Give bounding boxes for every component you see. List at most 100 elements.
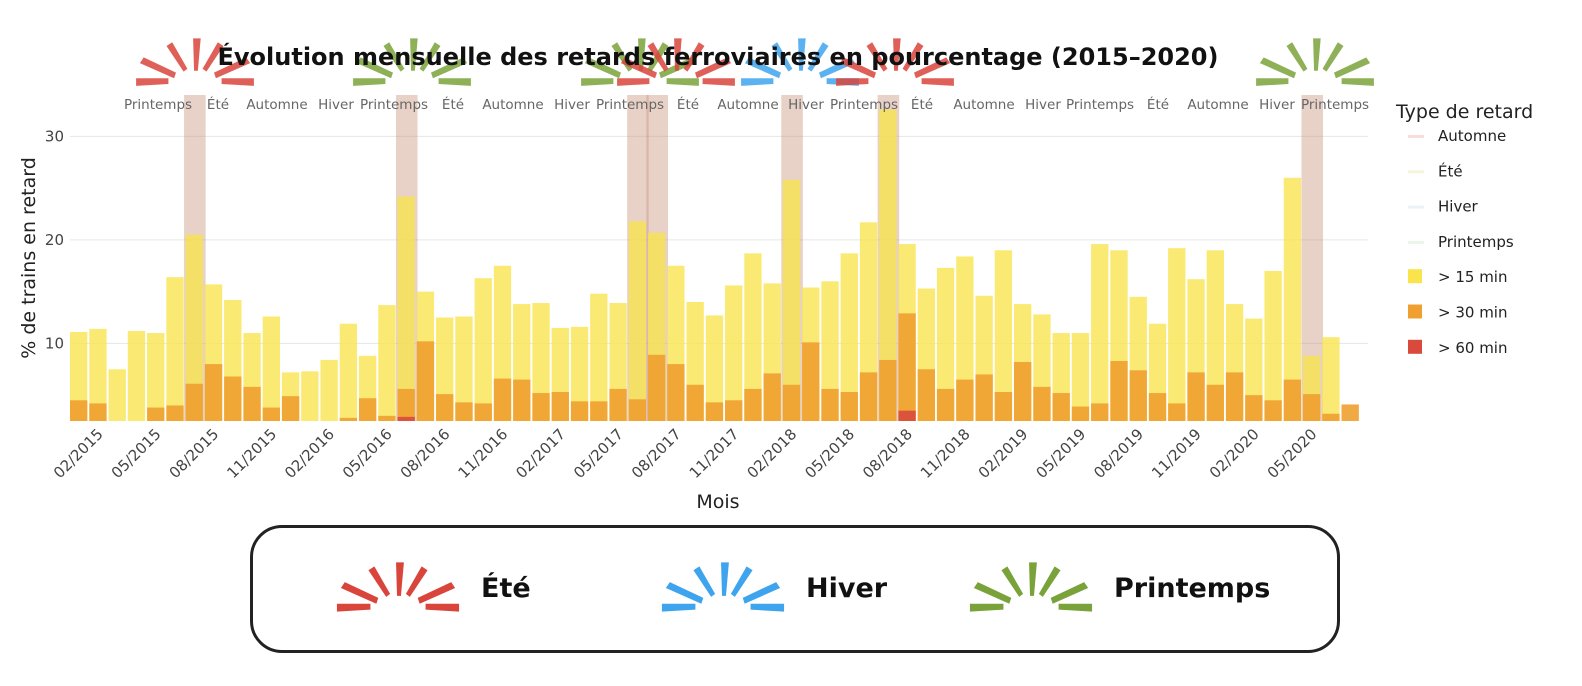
bar [705,402,724,421]
season-label: Hiver [788,97,824,113]
legend-swatch [1408,135,1424,138]
season-label: Automne [246,97,307,113]
season-label: Printemps [360,97,428,113]
season-label: Automne [717,97,778,113]
highlight-band [1301,95,1324,421]
bar [262,316,280,421]
season-label: Hiver [1259,97,1295,113]
legend: Type de retard Automne Été Hiver Printemps >… [1395,101,1533,357]
season-label: Automne [953,97,1014,113]
bar [859,372,878,421]
bar [782,179,801,421]
season-label: Hiver [554,97,590,113]
season-key-ete: Été [333,548,531,628]
x-tick-label: 02/2020 [1206,425,1263,482]
season-label: Hiver [318,97,354,113]
bar [667,364,685,421]
bar [493,378,512,421]
bar [416,341,435,421]
x-tick-label: 05/2015 [108,425,165,482]
x-tick-label: 11/2019 [1148,425,1205,482]
bars [70,109,1359,421]
bar [590,293,608,421]
bar [956,379,974,421]
bar [474,278,492,421]
bar [166,277,184,421]
bar [936,267,955,421]
bar [378,305,396,421]
bar [1071,406,1090,421]
x-tick-label: 11/2015 [223,425,280,482]
y-axis-ticks: 10 20 30 [45,127,64,352]
y-tick-label: 20 [45,231,64,249]
season-key-hiver: Hiver [658,548,887,628]
bar [532,393,550,421]
bar [994,250,1013,421]
bar [70,331,88,421]
bar [378,415,396,421]
season-label: Automne [482,97,543,113]
bar [1110,360,1128,421]
season-label: Été [442,96,464,113]
burst-green-icon [969,562,1093,612]
bar [1206,250,1224,421]
bar [840,392,858,421]
bar [224,376,242,421]
legend-label: > 60 min [1438,339,1507,357]
bar [628,399,647,421]
x-tick-label: 02/2017 [512,425,569,482]
burst-red-icon [336,562,460,612]
x-tick-label: 05/2017 [570,425,627,482]
legend-label: Automne [1438,127,1506,145]
bar [262,407,280,421]
season-key-label: Été [481,572,531,604]
chart-title: Évolution mensuelle des retards ferrovia… [218,42,1219,71]
legend-swatch [1408,269,1422,284]
bar [1245,395,1263,421]
bar [1225,372,1244,421]
bar [281,396,300,421]
bar [301,371,319,421]
bar [570,326,589,421]
bar [647,354,666,421]
x-tick-label: 08/2015 [166,425,223,482]
bar [609,388,627,421]
legend-swatch [1408,170,1424,174]
bar [147,333,165,421]
bar [898,410,916,421]
bar [1283,379,1302,421]
bar [108,369,126,421]
season-label: Été [911,96,933,113]
bar [1013,362,1032,421]
bar [70,400,88,421]
y-axis-title: % de trains en retard [18,157,40,359]
bar [1091,403,1109,421]
bar [1168,403,1186,421]
bar [1264,400,1282,421]
bar [975,374,993,421]
burst-blue-icon [661,562,785,612]
bar [127,330,146,421]
y-tick-label: 30 [45,127,64,145]
x-axis-title: Mois [696,491,739,513]
bar [185,234,203,421]
bar [821,388,839,421]
x-tick-label: 08/2019 [1090,425,1147,482]
bar [917,369,936,421]
bar [802,342,820,421]
bar [686,384,704,421]
x-tick-label: 05/2019 [1032,425,1089,482]
x-tick-label: 02/2018 [744,425,801,482]
bar [204,364,223,421]
x-tick-label: 02/2016 [281,425,338,482]
bar [455,316,473,421]
bar [821,281,839,421]
x-tick-label: 05/2018 [801,425,858,482]
legend-swatch [1408,304,1422,319]
bar [994,392,1013,421]
bar [397,388,415,421]
legend-label: Printemps [1438,233,1514,251]
bar [1052,393,1070,421]
season-key-printemps: Printemps [966,548,1270,628]
bar [725,285,743,421]
